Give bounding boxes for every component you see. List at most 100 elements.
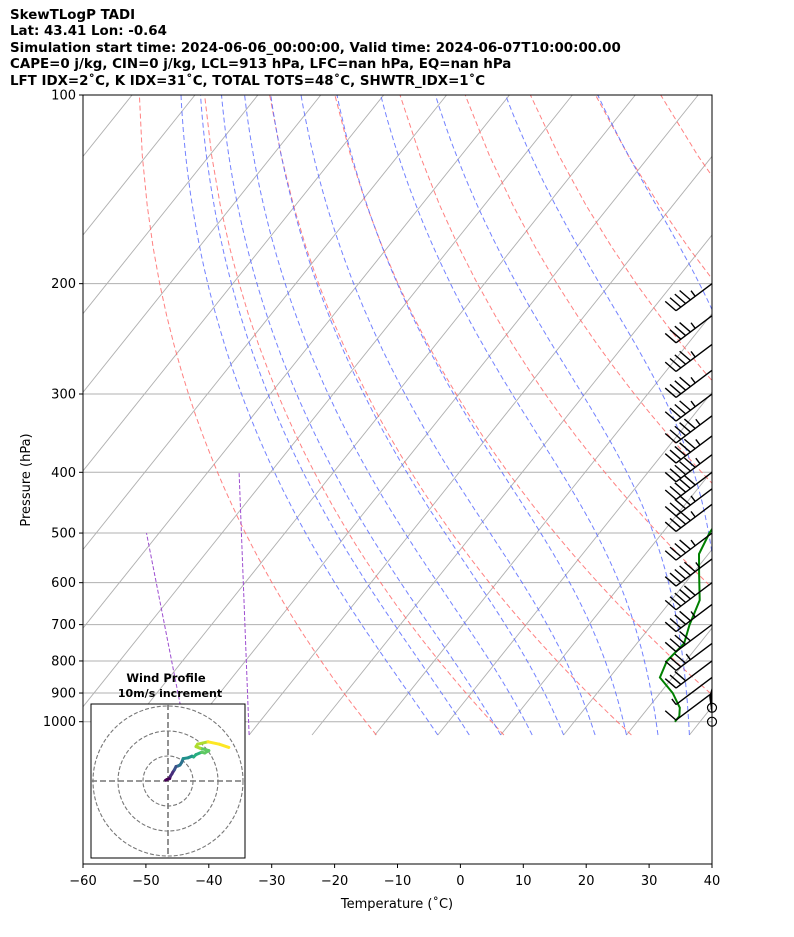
isotherm-line	[83, 95, 196, 236]
wind-barb-flag	[679, 610, 691, 622]
wind-barb-staff	[675, 692, 713, 721]
wind-barb-half	[671, 698, 677, 705]
wind-barb-flag	[664, 710, 677, 721]
wind-barb-half	[685, 653, 691, 661]
wind-barb-flag	[674, 592, 687, 604]
x-tick-label: 30	[641, 874, 658, 889]
wind-barb-flag	[674, 670, 687, 682]
isotherm-line	[752, 95, 794, 735]
wind-barb-flag	[669, 674, 682, 685]
hodograph-subtitle: 10m/s increment	[118, 687, 222, 700]
wind-barb-flag	[669, 329, 682, 340]
wind-barb-flag	[679, 461, 691, 472]
y-tick-label: 600	[51, 576, 76, 591]
wind-barb-half	[695, 562, 701, 569]
wind-barb-flag	[679, 495, 691, 506]
x-tick-label: 0	[456, 874, 464, 889]
y-tick-label: 900	[51, 687, 76, 702]
wind-barb-flag	[679, 289, 691, 301]
wind-barb-flag	[664, 411, 677, 422]
wind-barb-flag	[683, 438, 696, 450]
parcel-profile-line	[709, 686, 712, 717]
wind-barb-flag	[669, 449, 682, 460]
wind-barb-flag	[679, 539, 691, 550]
moist-adiabat	[221, 95, 502, 736]
hodograph-title: Wind Profile	[126, 671, 206, 685]
wind-barb-flag	[669, 656, 682, 668]
wind-barb-flag	[679, 400, 691, 411]
dry-adiabat	[334, 95, 712, 696]
wind-barb-flag	[664, 361, 677, 372]
isotherm-line	[83, 95, 447, 551]
wind-barb-flag	[674, 293, 687, 305]
wind-barb-half	[690, 400, 696, 408]
wind-barb-flag	[669, 618, 682, 629]
moist-adiabat	[270, 95, 565, 736]
moist-adiabat	[721, 95, 794, 735]
wind-barb-flag	[679, 630, 691, 642]
mixing-ratio-line	[145, 532, 187, 736]
wind-barb-staff	[675, 343, 713, 373]
wind-barb-flag	[664, 300, 677, 312]
x-tick-label: −20	[321, 874, 348, 889]
wind-barb-staff	[675, 315, 713, 344]
wind-barb-flag	[679, 565, 691, 576]
wind-barb-staff	[675, 488, 713, 517]
moist-adiabat	[434, 95, 690, 736]
dry-adiabat	[529, 95, 712, 382]
wind-barb-flag	[674, 354, 687, 365]
wind-barb-staff	[675, 454, 713, 483]
isotherm-line	[83, 95, 573, 708]
wind-barb-staff	[675, 283, 713, 312]
wind-barb-staff	[675, 393, 713, 422]
wind-barb-flag	[674, 634, 687, 646]
isotherm-line	[500, 470, 712, 736]
wind-barb-flag	[664, 621, 677, 633]
isotherm-line	[563, 548, 712, 736]
wind-barb-flag	[683, 418, 696, 429]
background-lines	[83, 95, 794, 736]
wind-barb-staff	[675, 415, 713, 444]
time-text: Simulation start time: 2024-06-06_00:00:…	[10, 40, 621, 56]
wind-barb-flag	[679, 376, 691, 388]
wind-barb-staff	[675, 471, 713, 500]
wind-barb-flag	[679, 589, 691, 600]
wind-barb-staff	[675, 582, 713, 611]
moist-adiabat	[505, 95, 712, 557]
hodograph-segment	[198, 746, 211, 753]
isotherm-line	[374, 312, 712, 736]
wind-barb-half	[690, 376, 696, 384]
wind-barb-flag	[664, 471, 677, 483]
indices-text-2: LFT IDX=2˚C, K IDX=31˚C, TOTAL TOTS=48˚C…	[10, 73, 486, 89]
wind-barb-staff	[675, 603, 713, 633]
y-tick-label: 100	[51, 89, 76, 104]
calm-wind-circle	[706, 716, 718, 727]
y-tick-label: 300	[51, 388, 76, 403]
isotherm-line	[83, 95, 259, 315]
isotherm-line	[311, 234, 712, 736]
wind-barb-flag	[669, 357, 682, 369]
wind-barb-flag	[664, 332, 677, 344]
dry-adiabat	[464, 95, 712, 484]
wind-barb-flag	[669, 638, 682, 649]
wind-barb-flag	[674, 614, 687, 625]
wind-barb-staff	[675, 435, 713, 464]
wind-barb-flag	[664, 641, 677, 653]
chart-title: SkewTLogP TADI	[10, 8, 136, 23]
wind-barb-flag	[669, 468, 682, 479]
axes: −60 −50 −40 −30 −20 −10 0 10 20 30 40 100 200 300 400 5…	[43, 89, 720, 890]
wind-barb-flag	[669, 572, 682, 583]
cape-area	[710, 691, 712, 709]
wind-barb-flag	[674, 482, 687, 493]
x-tick-label: 10	[515, 874, 532, 889]
hodograph-segment	[217, 742, 231, 749]
y-tick-label: 200	[51, 277, 76, 292]
hodograph-segment	[206, 740, 221, 746]
dry-adiabat	[726, 95, 794, 735]
isotherm-line	[83, 95, 510, 629]
wind-barb-half	[695, 438, 701, 446]
wind-barb-flag	[674, 325, 687, 337]
wind-barb-flag	[674, 498, 687, 510]
isotherm-line	[83, 95, 385, 472]
